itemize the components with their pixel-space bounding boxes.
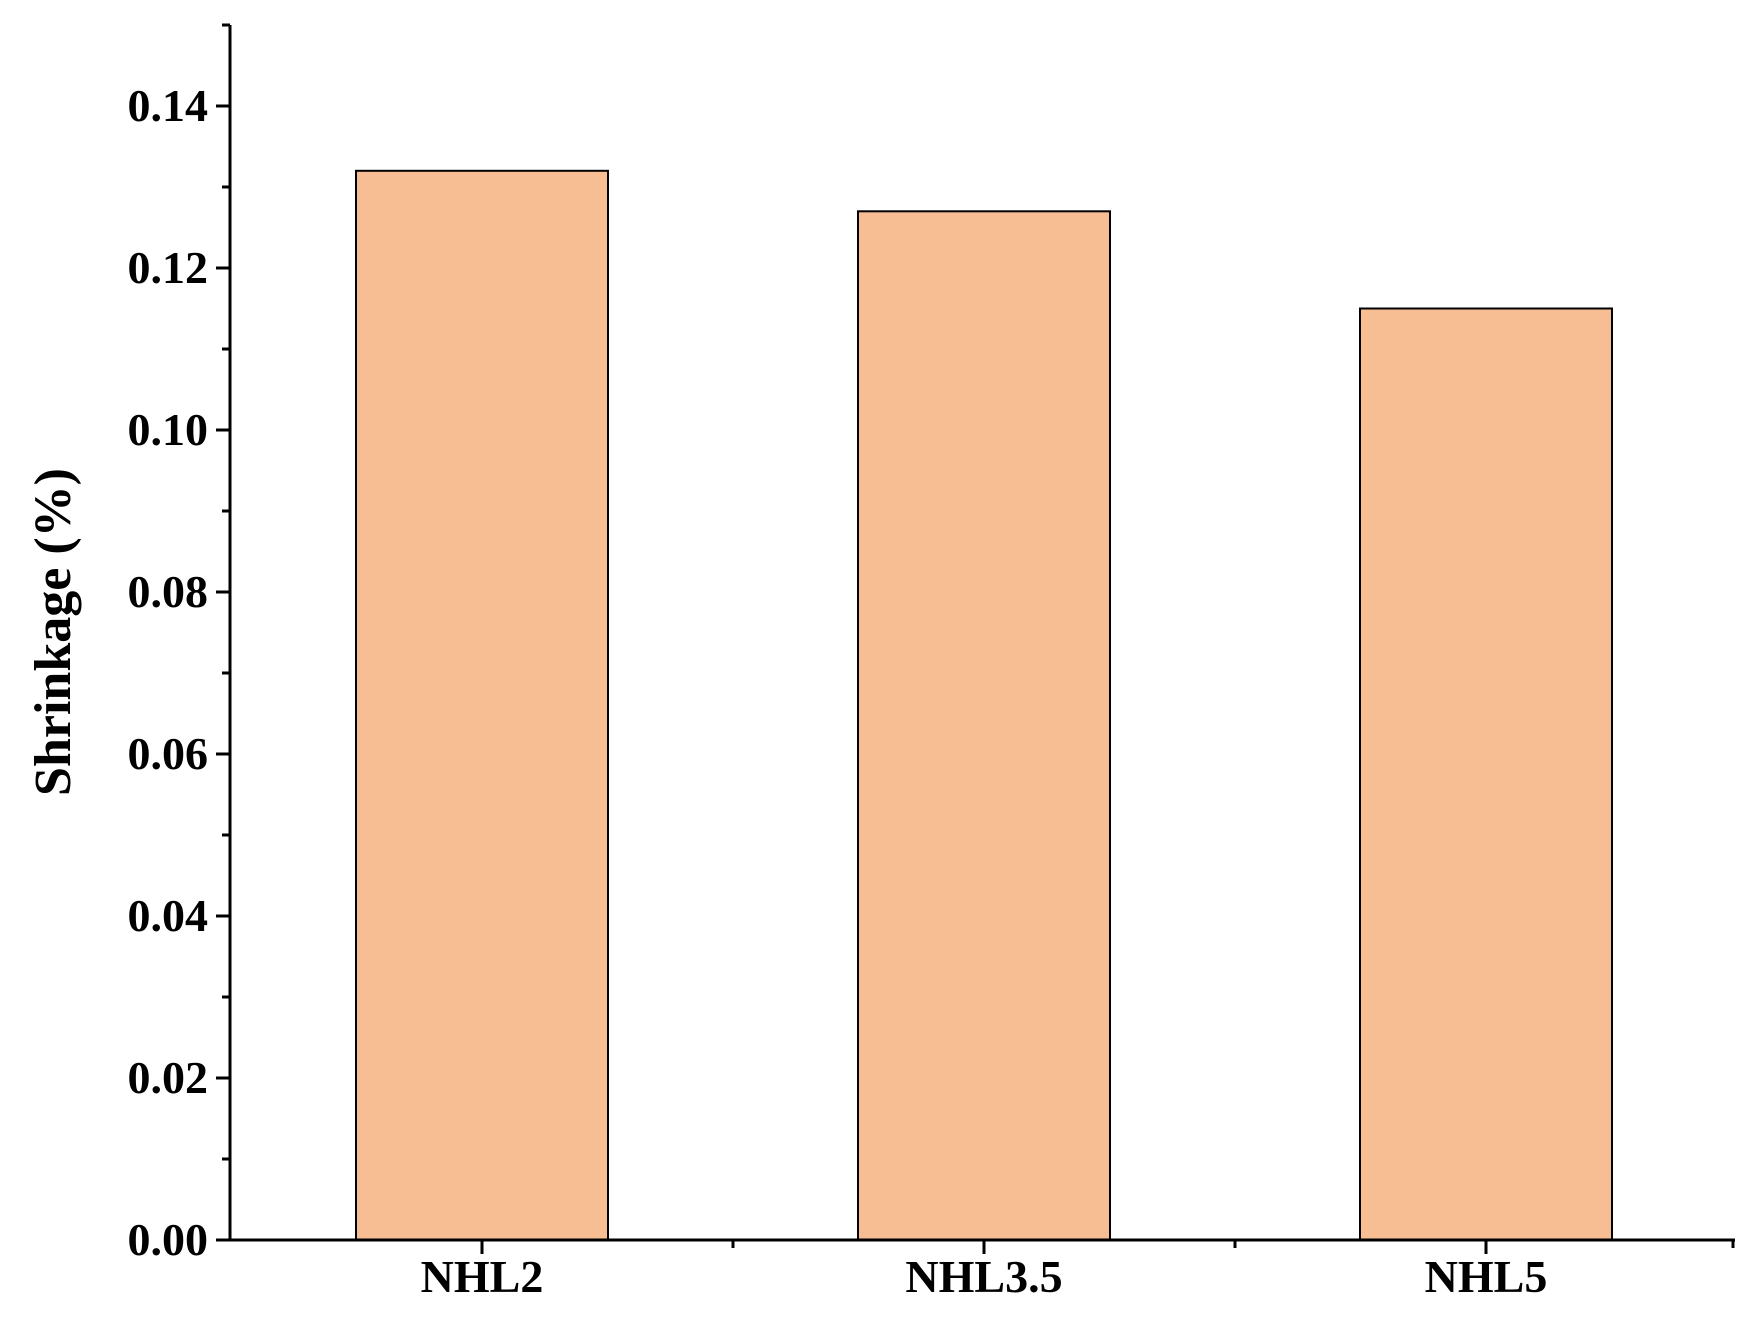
y-tick-label: 0.12	[128, 242, 209, 293]
y-tick-label: 0.08	[128, 566, 209, 617]
y-tick-label: 0.14	[128, 80, 209, 131]
bar-nhl5	[1359, 307, 1613, 1241]
y-tick-label: 0.04	[128, 890, 209, 941]
y-tick-label: 0.10	[128, 404, 209, 455]
bars-layer	[355, 169, 1613, 1241]
x-tick-label: NHL3.5	[905, 1251, 1062, 1302]
x-tick-label: NHL5	[1425, 1251, 1548, 1302]
y-axis-title: Shrinkage (%)	[25, 468, 82, 796]
bar-nhl3-5	[857, 210, 1111, 1241]
y-tick-label: 0.06	[128, 728, 209, 779]
y-ticks-layer: 0.00 0.02 0.04 0.06 0.08 0.10 0.12 0.14	[128, 23, 230, 1265]
bar-nhl2	[355, 169, 609, 1241]
y-tick-label: 0.00	[128, 1214, 209, 1265]
x-ticks-layer: NHL2 NHL3.5 NHL5	[421, 1240, 1735, 1302]
y-tick-label: 0.02	[128, 1052, 209, 1103]
x-tick-label: NHL2	[421, 1251, 544, 1302]
